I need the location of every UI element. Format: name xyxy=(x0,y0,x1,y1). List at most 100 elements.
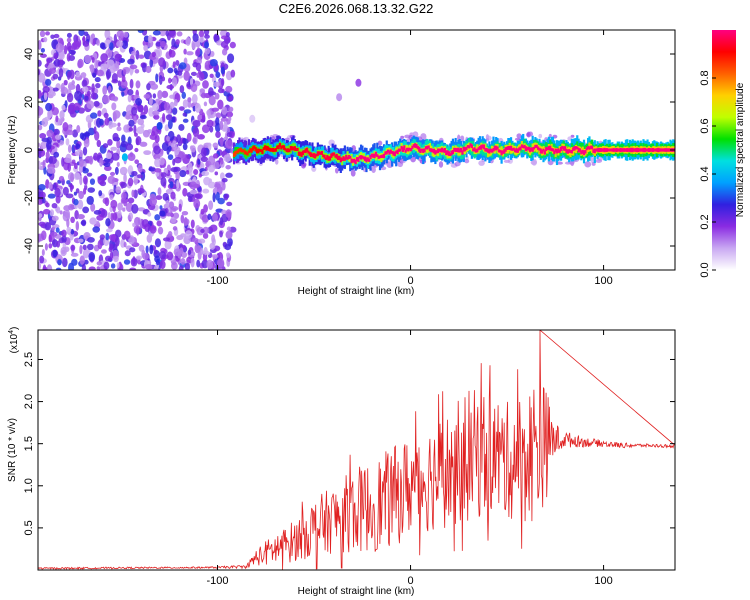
spectrogram-noise-dot xyxy=(52,182,57,190)
spectrogram-noise-dot xyxy=(190,219,195,229)
spectrogram-ridge-cell xyxy=(520,144,523,148)
spectrogram-noise-dot xyxy=(220,35,229,40)
spectrogram-y-tick-label: -40 xyxy=(23,238,35,254)
spectrogram-noise-dot xyxy=(132,222,136,228)
spectrogram-ridge-cell xyxy=(474,148,478,153)
spectrogram-noise-dot xyxy=(177,70,183,76)
spectrogram-ridge-cell xyxy=(542,148,545,152)
snr-y-tick-label: 1.5 xyxy=(23,436,35,451)
spectrogram-ridge-cell xyxy=(516,148,519,153)
spectrogram-ridge-cell xyxy=(549,145,552,151)
spectrogram-noise-dot xyxy=(60,86,69,95)
spectrogram-noise-dot xyxy=(55,206,61,214)
spectrogram-noise-dot xyxy=(207,213,212,220)
spectrogram-ridge-cell xyxy=(422,148,425,153)
spectrogram-halo-dot xyxy=(570,159,575,167)
spectrogram-noise-dot xyxy=(104,165,112,171)
spectrogram-noise-dot xyxy=(209,125,214,133)
spectrogram-noise-dot xyxy=(40,191,46,199)
spectrogram-noise-dot xyxy=(171,38,176,48)
spectrogram-ridge-cell xyxy=(439,148,442,153)
spectrogram-noise-dot xyxy=(97,175,105,185)
spectrogram-noise-dot xyxy=(224,38,231,44)
spectrogram-noise-dot xyxy=(55,115,59,123)
spectrogram-ridge-cell xyxy=(659,148,663,152)
spectrogram-noise-dot xyxy=(126,110,130,116)
spectrogram-ridge-cell xyxy=(259,149,263,153)
spectrogram-ridge-cell xyxy=(357,157,360,162)
spectrogram-noise-dot xyxy=(223,154,232,163)
spectrogram-noise-dot xyxy=(90,203,96,212)
spectrogram-ridge-cell xyxy=(288,149,291,153)
spectrogram-noise-dot xyxy=(55,195,61,204)
spectrogram-ridge-cell xyxy=(362,156,365,160)
spectrogram-ridge-cell xyxy=(450,150,453,156)
spectrogram-ridge-cell xyxy=(411,145,414,149)
spectrogram-noise-dot xyxy=(208,95,216,106)
spectrogram-ridge-cell xyxy=(423,148,426,153)
spectrogram-halo-dot xyxy=(595,159,603,163)
spectrogram-y-tick-label: 20 xyxy=(23,96,35,108)
spectrogram-noise-dot xyxy=(227,53,235,64)
spectrogram-ridge-cell xyxy=(380,154,383,158)
spectrogram-noise-dot xyxy=(112,132,119,142)
spectrogram-noise-dot xyxy=(82,40,90,47)
spectrogram-noise-dot xyxy=(192,127,200,137)
spectrogram-noise-dot xyxy=(211,107,220,112)
spectrogram-ridge-cell xyxy=(401,147,405,152)
spectrogram-ridge-cell xyxy=(337,155,340,161)
spectrogram-noise-dot xyxy=(136,126,145,134)
spectrogram-ridge-cell xyxy=(523,144,526,149)
spectrogram-noise-dot xyxy=(134,147,139,153)
spectrogram-ridge-cell xyxy=(562,146,565,151)
spectrogram-noise-dot xyxy=(168,49,176,58)
spectrogram-ridge-cell xyxy=(469,143,472,150)
spectrogram-noise-dot xyxy=(81,263,87,270)
spectrogram-noise-dot xyxy=(173,146,181,153)
spectrogram-ridge-cell xyxy=(597,147,600,153)
spectrogram-ridge-cell xyxy=(326,155,329,160)
spectrogram-halo-dot xyxy=(591,162,596,166)
spectrogram-noise-dot xyxy=(153,249,158,255)
spectrogram-ridge-cell xyxy=(642,147,645,153)
spectrogram-ridge-cell xyxy=(564,146,567,151)
spectrogram-ridge-cell xyxy=(657,147,660,153)
spectrogram-noise-dot xyxy=(225,230,233,239)
spectrogram-noise-dot xyxy=(88,251,96,262)
spectrogram-ridge-cell xyxy=(477,147,480,151)
spectrogram-ridge-cell xyxy=(418,146,421,152)
spectrogram-noise-dot xyxy=(155,73,159,83)
spectrogram-noise-dot xyxy=(202,188,210,194)
spectrogram-noise-dot xyxy=(180,258,186,265)
spectrogram-noise-dot xyxy=(152,103,160,111)
spectrogram-noise-dot xyxy=(82,175,88,185)
spectrogram-noise-dot xyxy=(165,199,170,207)
spectrogram-ridge-cell xyxy=(324,153,328,161)
spectrogram-noise-dot xyxy=(38,184,46,191)
spectrogram-noise-dot xyxy=(225,252,231,258)
spectrogram-noise-dot xyxy=(215,112,222,119)
spectrogram-ridge-cell xyxy=(592,149,595,153)
spectrogram-noise-dot xyxy=(153,114,160,120)
spectrogram-noise-dot xyxy=(190,145,196,153)
spectrogram-noise-dot xyxy=(81,86,89,93)
spectrogram-noise-dot xyxy=(123,124,130,133)
spectrogram-ridge-cell xyxy=(500,150,503,156)
spectrogram-ridge-cell xyxy=(547,145,550,150)
spectrogram-noise-dot xyxy=(127,214,131,221)
spectrogram-noise-dot xyxy=(38,213,43,218)
spectrogram-halo-dot xyxy=(334,167,339,174)
spectrogram-noise-dot xyxy=(82,166,86,172)
spectrogram-noise-dot xyxy=(55,42,64,53)
spectrogram-noise-dot xyxy=(102,143,109,149)
spectrogram-noise-dot xyxy=(66,71,71,81)
spectrogram-plot: -100 0 100 -40 -20 0 20 40 Height of straight … xyxy=(7,29,676,297)
spectrogram-ridge-cell xyxy=(435,150,438,154)
spectrogram-noise-dot xyxy=(38,72,46,83)
spectrogram-noise-dot xyxy=(110,96,119,101)
spectrogram-ridge-cell xyxy=(277,144,280,150)
spectrogram-ridge-cell xyxy=(368,158,371,162)
spectrogram-outlier-blob xyxy=(121,153,128,162)
spectrogram-ridge-cell xyxy=(650,148,653,152)
spectrogram-noise-dot xyxy=(51,91,56,97)
